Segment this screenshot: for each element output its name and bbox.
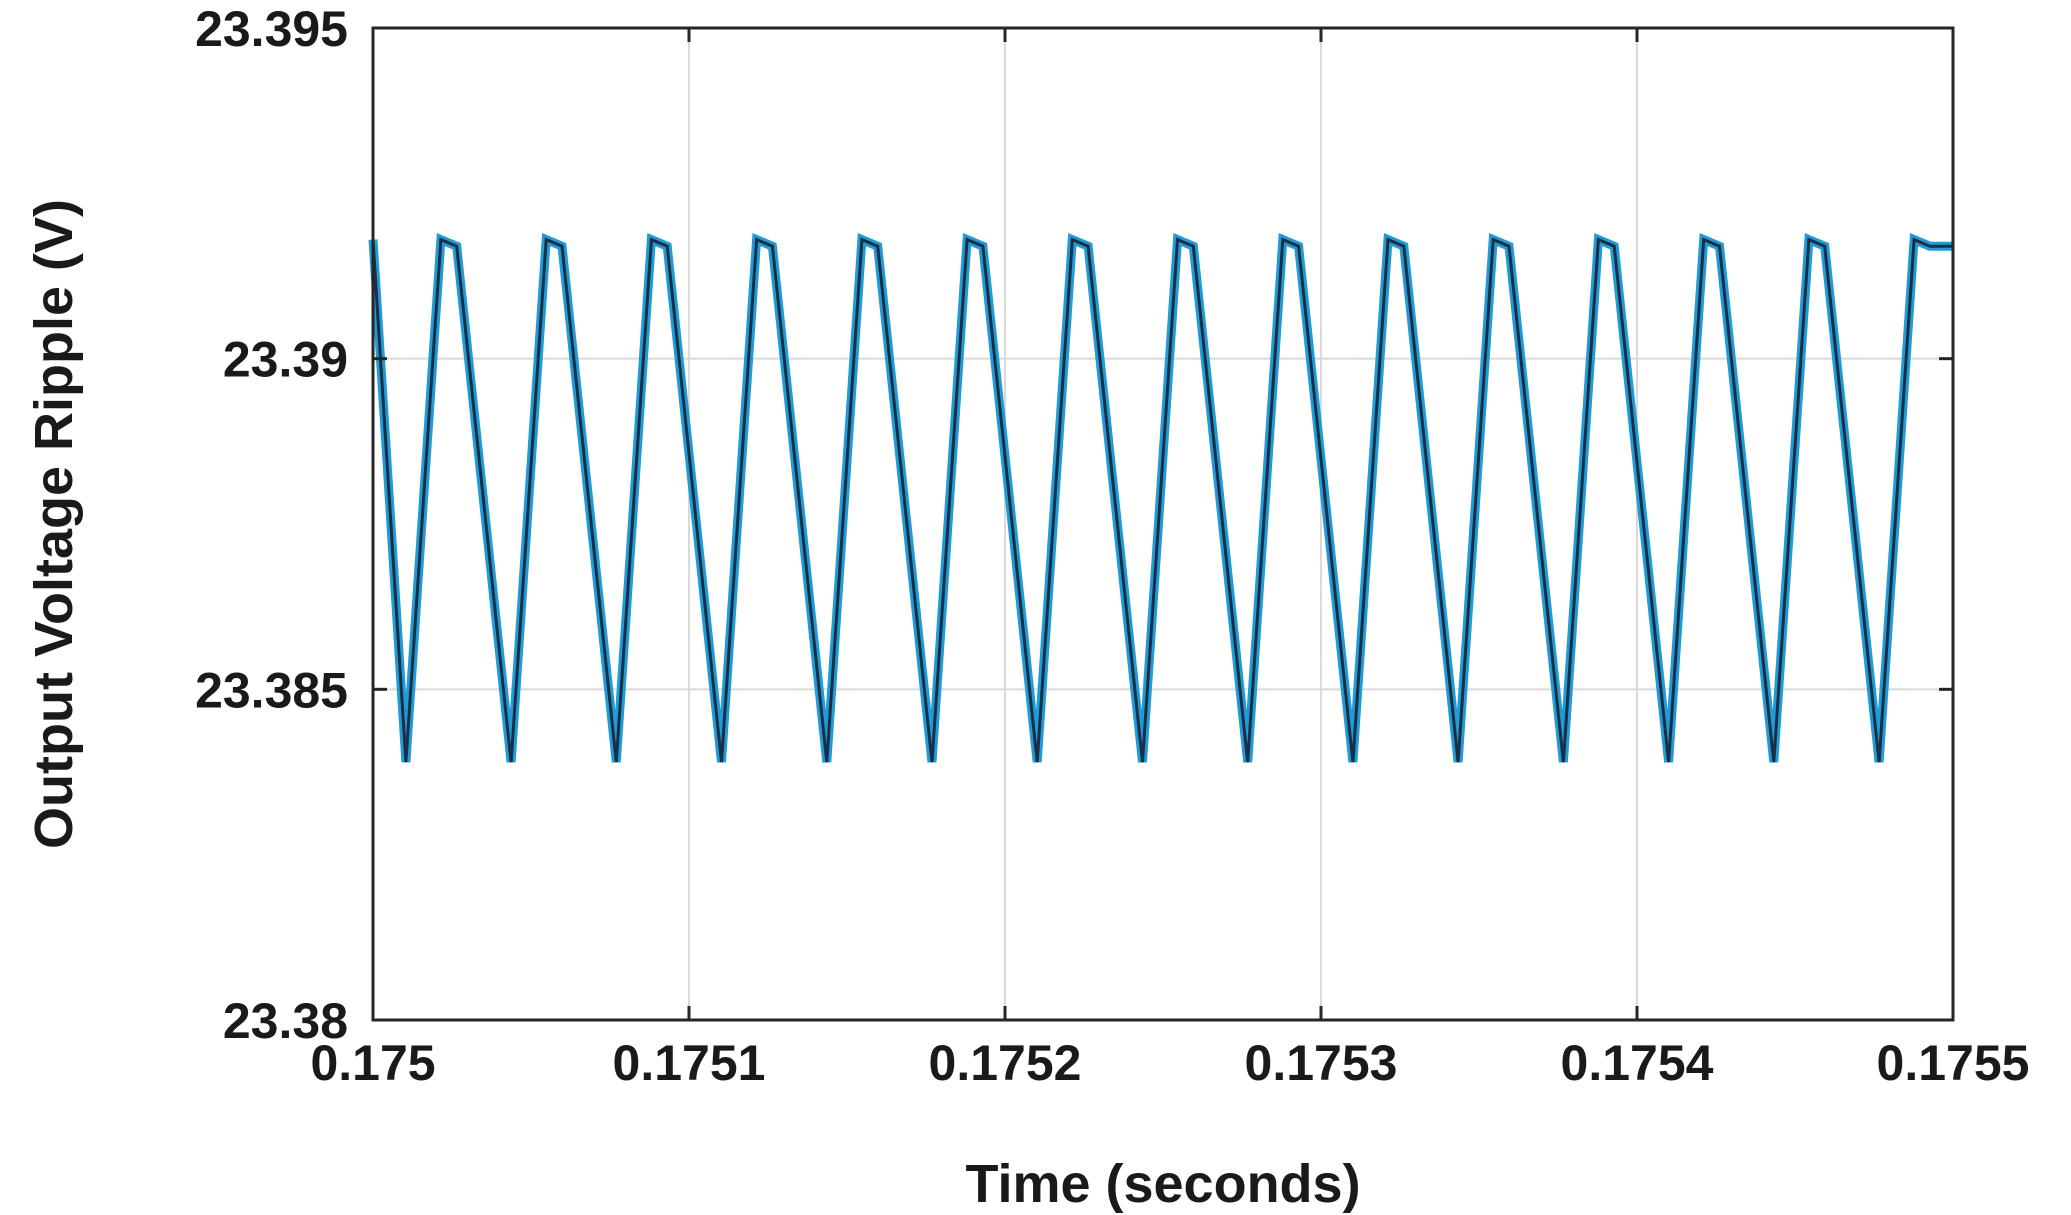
plot-area-frame	[371, 26, 1955, 1022]
x-tick-label: 0.1754	[1561, 1035, 1714, 1091]
x-axis-label: Time (seconds)	[965, 1154, 1360, 1214]
ripple-series-line-core	[371, 237, 1953, 763]
y-tick-label: 23.395	[195, 1, 348, 57]
y-tick-labels: 23.38 23.385 23.39 23.395	[195, 1, 348, 1049]
x-tick-label: 0.1755	[1877, 1035, 2030, 1091]
x-tick-label: 0.1752	[929, 1035, 1082, 1091]
x-tick-labels: 0.175 0.1751 0.1752 0.1753 0.1754 0.1755	[310, 1035, 2029, 1091]
series-layer	[368, 233, 1953, 763]
y-axis-label: Output Voltage Ripple (V)	[24, 199, 84, 849]
x-tick-label: 0.1753	[1245, 1035, 1398, 1091]
grid	[373, 28, 1953, 1020]
tick-marks	[371, 26, 1955, 1022]
x-tick-label: 0.175	[310, 1035, 435, 1091]
y-tick-label: 23.385	[195, 662, 348, 718]
y-tick-label: 23.38	[223, 993, 348, 1049]
y-tick-label: 23.39	[223, 332, 348, 388]
ripple-series-line	[368, 233, 1953, 763]
x-tick-label: 0.1751	[613, 1035, 766, 1091]
